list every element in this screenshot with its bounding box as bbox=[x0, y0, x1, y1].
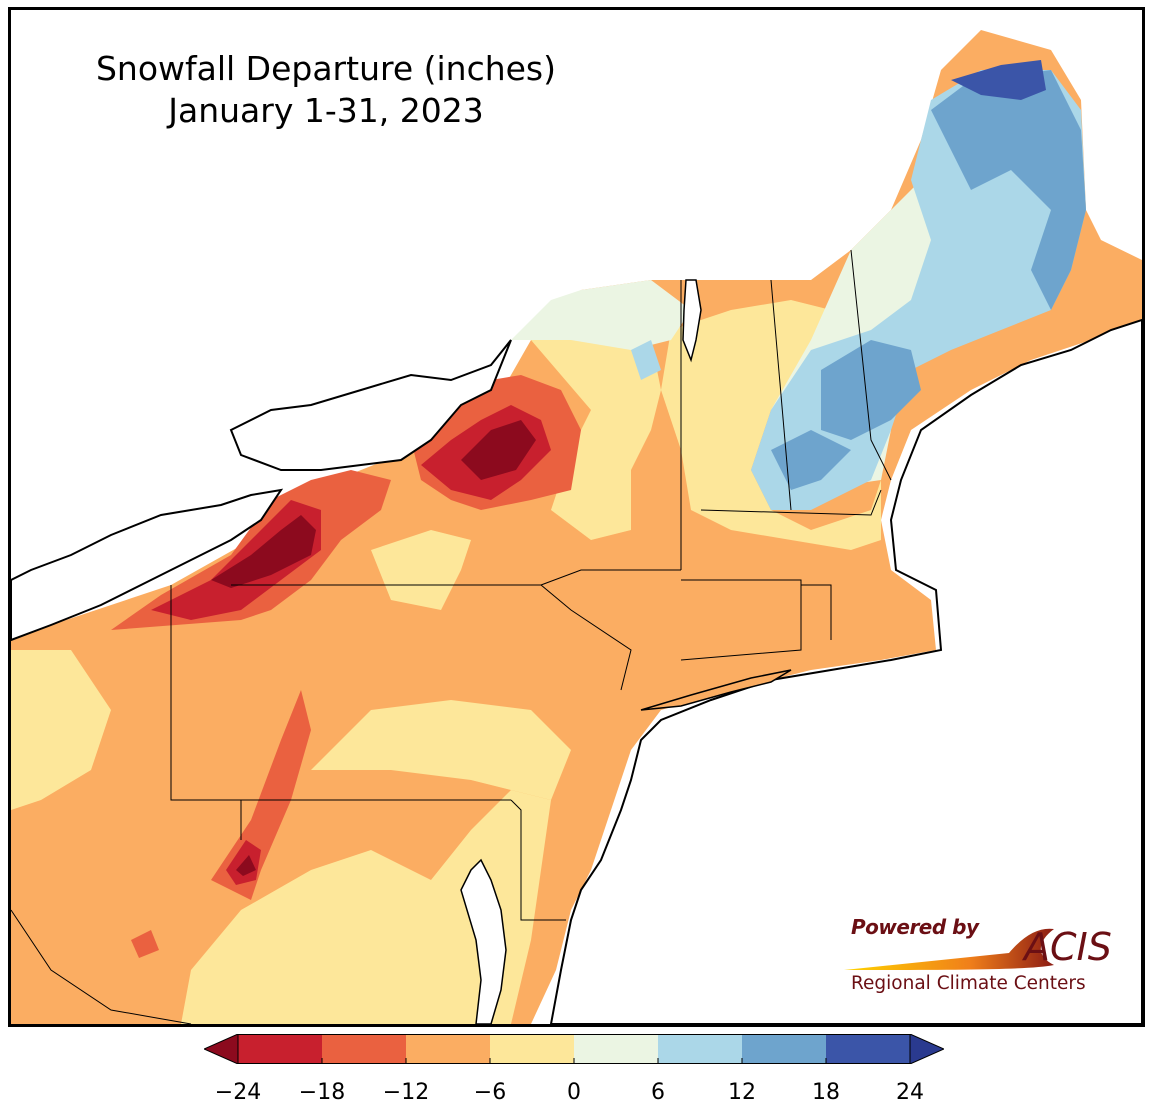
zone-surplus-large bbox=[951, 60, 1046, 100]
zone-deficit-wv bbox=[131, 930, 159, 958]
colorbar-tick-label: −18 bbox=[298, 1080, 346, 1105]
acis-swoosh bbox=[844, 928, 1054, 970]
zone-surplus-moderate-south bbox=[771, 430, 851, 490]
zone-severe-lake-erie bbox=[151, 500, 321, 620]
zone-slight-deficit-pa bbox=[371, 530, 471, 610]
colorbar-tick-label: 0 bbox=[567, 1080, 581, 1105]
lake-ontario bbox=[229, 339, 512, 471]
colorbar-bin bbox=[574, 1034, 658, 1064]
colorbar-bin bbox=[238, 1034, 322, 1064]
atlantic-ocean bbox=[549, 318, 1142, 1024]
zone-extreme-lake-erie bbox=[211, 515, 316, 588]
zone-surplus-moderate-maine bbox=[931, 70, 1086, 310]
colorbar-tick-label: 6 bbox=[651, 1080, 665, 1105]
zone-deficit-allegheny bbox=[211, 690, 311, 900]
map-title: Snowfall Departure (inches) January 1-31… bbox=[71, 48, 581, 132]
zone-slight-deficit-south bbox=[181, 790, 551, 1024]
lake-champlain bbox=[682, 279, 702, 363]
map-frame: Snowfall Departure (inches) January 1-31… bbox=[8, 7, 1145, 1027]
title-line-2: January 1-31, 2023 bbox=[168, 91, 484, 130]
colorbar-tick-label: 24 bbox=[896, 1080, 924, 1105]
colorbar-tick-label: 18 bbox=[812, 1080, 840, 1105]
colorbar-bin bbox=[658, 1034, 742, 1064]
logo-powered-by: Powered by bbox=[851, 915, 979, 939]
zone-extreme-wv bbox=[236, 855, 256, 876]
colorbar-arrow-low bbox=[204, 1034, 239, 1064]
zone-surplus-moderate-nh bbox=[821, 340, 921, 440]
colorbar-tick-label: −24 bbox=[214, 1080, 262, 1105]
zone-near-normal-north bbox=[511, 280, 691, 350]
zone-slight-deficit-vt bbox=[661, 300, 881, 550]
colorbar-bin bbox=[742, 1034, 826, 1064]
zone-surplus-light-nh bbox=[631, 340, 661, 380]
long-island bbox=[640, 669, 792, 711]
colorbar-bin bbox=[826, 1034, 910, 1064]
title-line-1: Snowfall Departure (inches) bbox=[95, 49, 557, 88]
zone-slight-deficit-west bbox=[11, 650, 111, 810]
colorbar-bin bbox=[490, 1034, 574, 1064]
logo-regional-climate-centers: Regional Climate Centers bbox=[851, 973, 1086, 994]
chesapeake-bay bbox=[460, 858, 507, 1024]
colorbar bbox=[204, 1034, 944, 1064]
colorbar-bin bbox=[322, 1034, 406, 1064]
snowfall-map bbox=[11, 30, 1142, 1024]
colorbar-arrow-high bbox=[909, 1034, 944, 1064]
colorbar-tick-label: −12 bbox=[382, 1080, 430, 1105]
zone-extreme-tug-hill bbox=[461, 420, 536, 480]
colorbar-bin bbox=[406, 1034, 490, 1064]
colorbar-tick-label: 12 bbox=[728, 1080, 756, 1105]
zone-slight-deficit-central bbox=[311, 700, 571, 800]
colorbar-tick-label: −6 bbox=[473, 1080, 507, 1105]
lake-erie bbox=[11, 488, 284, 642]
logo-acis: ACIS bbox=[1024, 925, 1112, 969]
state-boundaries bbox=[11, 249, 892, 1024]
acis-logo: Powered by ACIS Regional Climate Centers bbox=[839, 915, 1129, 1000]
